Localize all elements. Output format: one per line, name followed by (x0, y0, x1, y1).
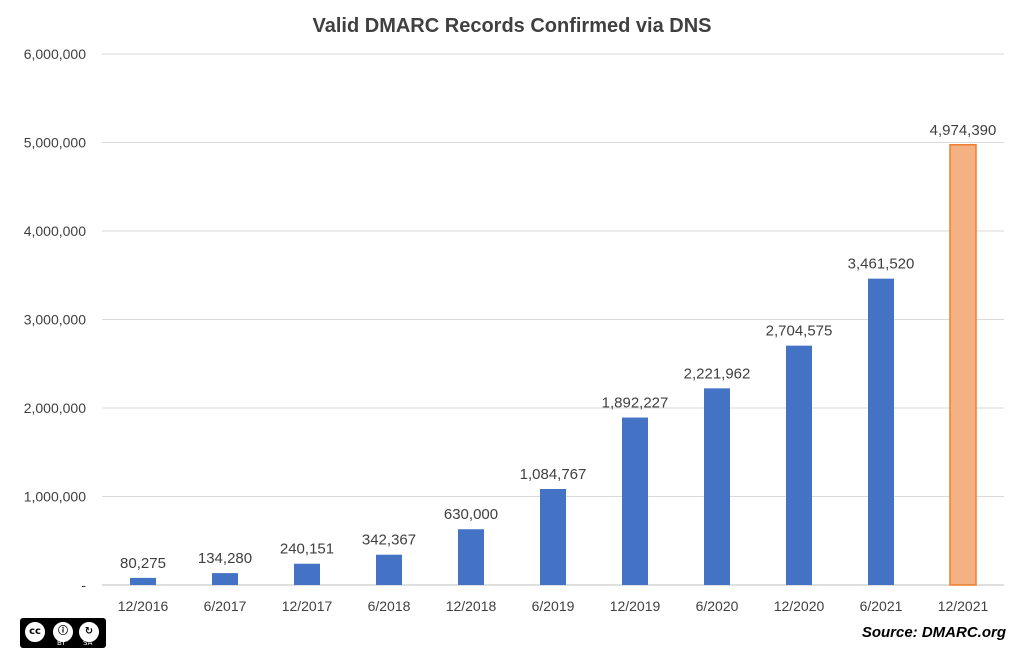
sa-label: SA (83, 639, 93, 647)
data-label: 4,974,390 (930, 122, 997, 139)
bar (622, 417, 648, 585)
y-tick-label: 2,000,000 (24, 400, 86, 416)
chart-title: Valid DMARC Records Confirmed via DNS (313, 15, 712, 37)
source-credit: Source: DMARC.org (861, 624, 1006, 641)
data-label: 1,892,227 (602, 395, 669, 412)
data-label: 134,280 (198, 550, 252, 567)
bar (949, 144, 977, 586)
bar (294, 563, 320, 585)
bar (786, 345, 812, 585)
bar (704, 388, 730, 585)
bar (868, 278, 894, 585)
x-tick-label: 12/2018 (446, 598, 497, 614)
share-alike-icon: ↻ (78, 621, 100, 643)
data-label: 342,367 (362, 532, 416, 549)
x-tick-label: 6/2017 (204, 598, 247, 614)
x-tick-label: 12/2016 (118, 598, 169, 614)
x-tick-label: 12/2021 (938, 598, 989, 614)
data-label: 240,151 (280, 541, 334, 558)
x-tick-label: 12/2017 (282, 598, 333, 614)
bar (376, 554, 402, 585)
data-label: 630,000 (444, 506, 498, 523)
data-label: 3,461,520 (848, 256, 915, 273)
y-axis-ticks: - 1,000,000 2,000,000 3,000,000 4,000,000 5,0… (24, 46, 87, 593)
bar (130, 577, 156, 585)
gridlines (102, 53, 1004, 497)
y-tick-label: 5,000,000 (24, 135, 86, 151)
x-axis-labels: 12/2016 6/2017 12/2017 6/2018 12/2018 6/2019 1… (118, 598, 989, 614)
y-tick-label: 3,000,000 (24, 312, 86, 328)
data-labels: 80,275 134,280 240,151 342,367 630,000 1,084,… (120, 122, 996, 572)
by-label: BY (57, 639, 66, 647)
data-label: 2,221,962 (684, 365, 751, 382)
cc-logo-icon: cc (24, 621, 46, 643)
data-label: 2,704,575 (766, 323, 833, 340)
data-label: 80,275 (120, 555, 166, 572)
y-tick-label: 6,000,000 (24, 46, 86, 62)
x-tick-label: 6/2021 (860, 598, 903, 614)
y-tick-label: 1,000,000 (24, 489, 86, 505)
bar (458, 529, 484, 585)
x-tick-label: 12/2019 (610, 598, 661, 614)
y-tick-label: - (81, 577, 86, 593)
x-tick-label: 6/2019 (532, 598, 575, 614)
data-label: 1,084,767 (520, 466, 587, 483)
x-tick-label: 12/2020 (774, 598, 825, 614)
by-person-icon: ⓘ (52, 621, 74, 643)
y-tick-label: 4,000,000 (24, 223, 86, 239)
x-tick-label: 6/2018 (368, 598, 411, 614)
x-tick-label: 6/2020 (696, 598, 739, 614)
cc-license-icon: cc ⓘ ↻ BY SA (20, 618, 106, 648)
bars (130, 144, 977, 586)
bar (212, 573, 238, 585)
bar (540, 488, 566, 585)
